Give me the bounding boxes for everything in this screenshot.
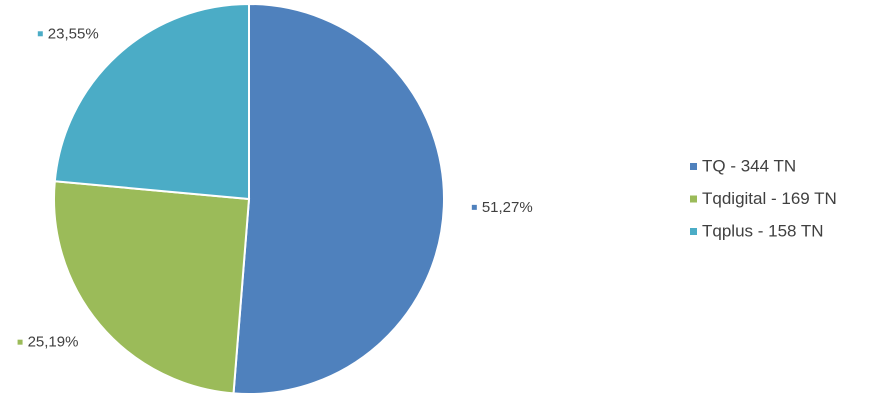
label-marker [471,204,477,210]
label-marker [37,31,43,37]
data-label: 25,19% [28,334,79,351]
label-marker [17,339,23,345]
legend-label: Tqplus - 158 TN [702,221,824,240]
legend-label: Tqdigital - 169 TN [702,189,837,208]
pie-slice [232,2,445,395]
data-label: 51,27% [482,199,533,216]
legend-label: TQ - 344 TN [702,156,796,175]
pie-slice [53,2,250,201]
legend-marker [690,228,697,235]
pie-slice [53,180,251,395]
legend-marker [690,163,697,170]
legend-marker [690,195,697,203]
data-label: 23,55% [48,25,99,42]
